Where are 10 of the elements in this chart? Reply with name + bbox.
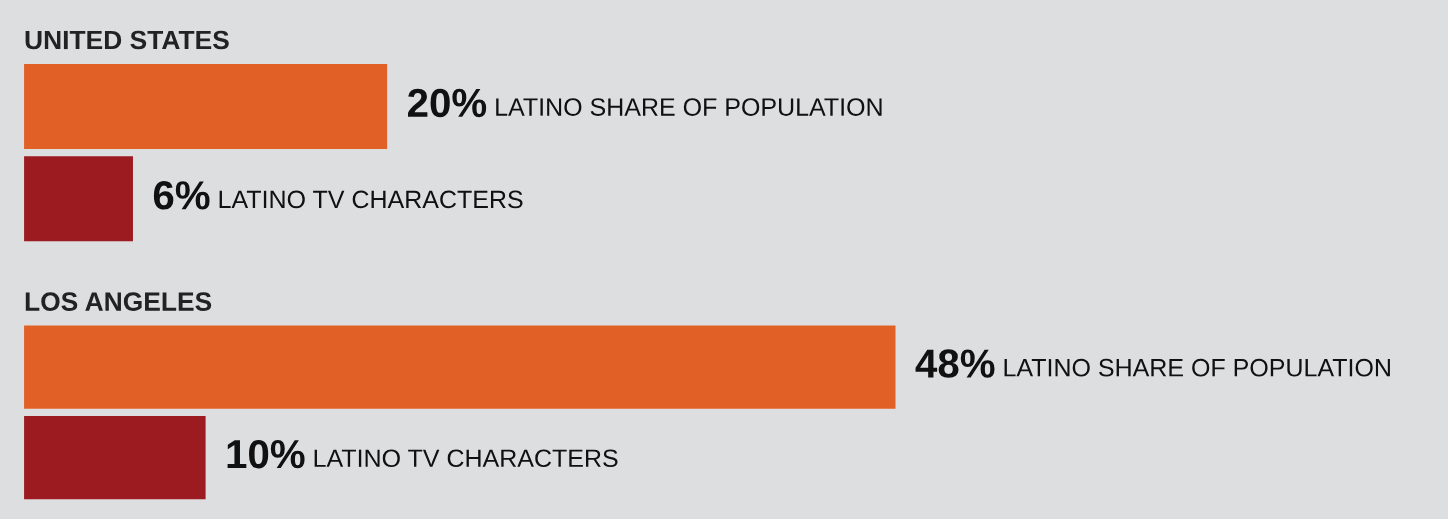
annotation: LATINO SHARE OF POPULATION: [496, 98, 882, 116]
data-label: 20%: [407, 88, 487, 118]
data-label: 6%: [153, 181, 210, 210]
annotation: LATINO TV CHARACTERS: [219, 190, 523, 209]
annotation: LATINO SHARE OF POPULATION: [1004, 358, 1390, 377]
data-label: 10%: [227, 439, 305, 469]
chart-title: UNITED STATES: [25, 30, 229, 50]
annotation: LATINO TV CHARACTERS: [314, 449, 618, 468]
chart-title: LOS ANGELES: [25, 292, 212, 311]
data-label: 48%: [915, 349, 995, 378]
